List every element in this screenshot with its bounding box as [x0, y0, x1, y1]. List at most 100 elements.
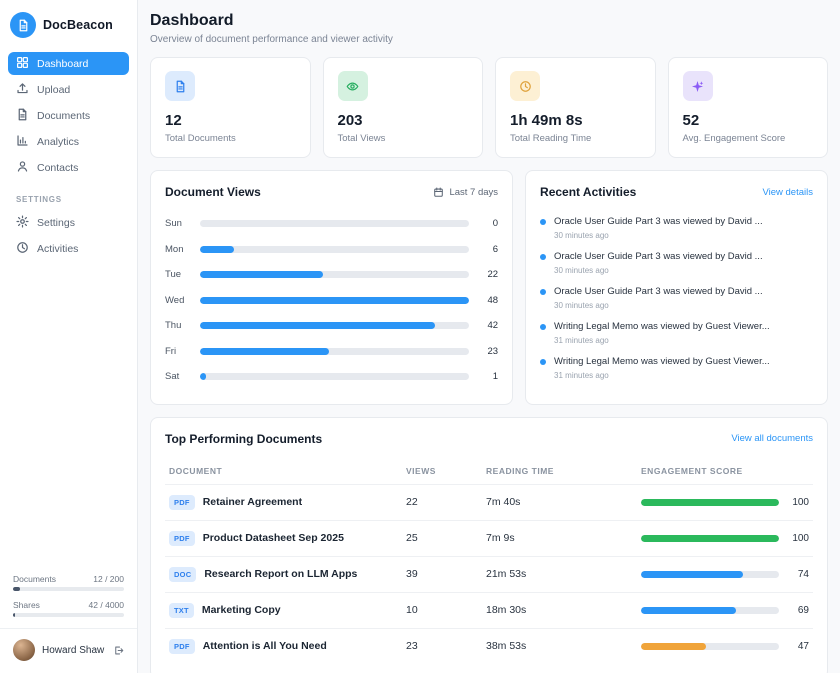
- sidebar-item-label: Analytics: [37, 135, 80, 148]
- chart-category-label: Sat: [165, 371, 180, 383]
- dashboard-icon: [16, 56, 29, 72]
- bullet-dot-icon: [540, 359, 547, 365]
- sidebar-item-analytics[interactable]: Analytics: [8, 130, 129, 153]
- usage-documents-meter: [13, 587, 124, 591]
- page-header: Dashboard Overview of document performan…: [150, 12, 828, 45]
- panel-title: Recent Activities: [540, 185, 637, 199]
- chart-bar-track: [200, 322, 470, 330]
- engagement-score-cell: 47: [641, 641, 809, 652]
- sidebar-item-documents[interactable]: Documents: [8, 104, 129, 127]
- table-row[interactable]: DOC Research Report on LLM Apps 39 21m 5…: [165, 555, 813, 592]
- chart-row: Wed 48: [165, 288, 498, 314]
- view-details-link[interactable]: View details: [762, 186, 813, 198]
- document-icon: [165, 71, 195, 101]
- list-item[interactable]: Oracle User Guide Part 3 was viewed by D…: [540, 211, 813, 246]
- chart-bar: [200, 347, 329, 355]
- chart-value: 1: [492, 371, 499, 383]
- list-item[interactable]: Writing Legal Memo was viewed by Guest V…: [540, 351, 813, 386]
- activity-text: Writing Legal Memo was viewed by Guest V…: [554, 321, 770, 332]
- score-bar: [641, 498, 779, 506]
- stat-label: Total Reading Time: [510, 133, 592, 144]
- documents-table: DOCUMENT VIEWS READING TIME ENGAGEMENT S…: [165, 458, 813, 664]
- settings-section-heading: SETTINGS: [16, 195, 62, 204]
- logout-icon[interactable]: [113, 645, 124, 656]
- stat-card-reading-time: 1h 49m 8s Total Reading Time: [495, 57, 656, 158]
- chart-row: Mon 6: [165, 237, 498, 263]
- usage-shares: Shares 42 / 4000: [13, 600, 124, 617]
- user-row: Howard Shaw: [0, 628, 137, 663]
- list-item[interactable]: Writing Legal Memo was viewed by Guest V…: [540, 316, 813, 351]
- reading-time-cell: 38m 53s: [486, 640, 527, 652]
- sidebar-item-contacts[interactable]: Contacts: [8, 156, 129, 179]
- upload-icon: [16, 82, 29, 98]
- stat-cards: 12 Total Documents 203 Total Views 1h 49…: [150, 57, 828, 158]
- date-range-filter[interactable]: Last 7 days: [433, 187, 498, 198]
- sidebar-settings-nav: Settings Activities: [0, 211, 137, 260]
- document-name: Research Report on LLM Apps: [204, 568, 358, 580]
- sidebar-nav: Dashboard Upload Documents Analytics Con…: [0, 52, 137, 179]
- clock-icon: [510, 71, 540, 101]
- table-header-row: DOCUMENT VIEWS READING TIME ENGAGEMENT S…: [165, 458, 813, 484]
- stat-card-total-views: 203 Total Views: [322, 57, 483, 158]
- eye-icon: [337, 71, 368, 101]
- engagement-score-cell: 69: [641, 605, 809, 616]
- usage-shares-fill: [13, 613, 16, 617]
- list-item[interactable]: Oracle User Guide Part 3 was viewed by D…: [540, 281, 813, 316]
- document-icon: [16, 108, 29, 124]
- date-range-label: Last 7 days: [449, 186, 499, 198]
- score-bar-track: [641, 534, 779, 542]
- page-title: Dashboard: [150, 12, 234, 29]
- chart-value: 6: [492, 243, 499, 255]
- views-cell: 22: [406, 496, 418, 508]
- chart-bar-track: [200, 271, 470, 279]
- panel-title: Document Views: [165, 185, 261, 199]
- chart-value: 22: [487, 269, 499, 281]
- list-item[interactable]: Oracle User Guide Part 3 was viewed by D…: [540, 246, 813, 281]
- chart-category-label: Thu: [165, 320, 182, 332]
- sidebar-item-label: Contacts: [37, 161, 79, 174]
- activity-time: 30 minutes ago: [554, 231, 609, 240]
- avatar[interactable]: [13, 639, 35, 661]
- stat-label: Total Documents: [165, 133, 236, 144]
- document-name: Retainer Agreement: [202, 496, 303, 508]
- activity-text: Oracle User Guide Part 3 was viewed by D…: [554, 286, 763, 297]
- chart-bar: [200, 296, 470, 304]
- chart-bar-track: [200, 373, 470, 381]
- reading-time-cell: 21m 53s: [486, 568, 527, 580]
- document-views-panel: Document Views Last 7 days Sun 0 Mon 6: [150, 170, 514, 405]
- table-row[interactable]: TXT Marketing Copy 10 18m 30s 69: [165, 591, 813, 628]
- view-all-documents-link[interactable]: View all documents: [731, 433, 813, 444]
- chart-bar: [200, 245, 234, 253]
- sidebar-item-settings[interactable]: Settings: [8, 211, 129, 234]
- table-row[interactable]: PDF Attention is All You Need 23 38m 53s…: [165, 627, 813, 664]
- column-header: DOCUMENT: [169, 465, 223, 476]
- chart-row: Sun 0: [165, 211, 498, 237]
- sidebar-item-activities[interactable]: Activities: [8, 237, 129, 260]
- page-subtitle: Overview of document performance and vie…: [150, 34, 393, 45]
- analytics-icon: [16, 134, 29, 150]
- activity-list: Oracle User Guide Part 3 was viewed by D…: [540, 211, 813, 386]
- docbeacon-logo-icon: [10, 12, 36, 38]
- sidebar-item-dashboard[interactable]: Dashboard: [8, 52, 129, 75]
- file-type-badge: PDF: [169, 494, 195, 510]
- chart-value: 0: [492, 218, 499, 230]
- chart-category-label: Fri: [165, 345, 177, 357]
- stat-card-engagement-score: 52 Avg. Engagement Score: [667, 57, 828, 158]
- sidebar-item-label: Dashboard: [37, 57, 89, 70]
- chart-category-label: Mon: [165, 243, 184, 255]
- chart-category-label: Tue: [165, 269, 182, 281]
- sidebar-item-upload[interactable]: Upload: [8, 78, 129, 101]
- usage-label: Documents: [13, 574, 56, 584]
- activity-time: 30 minutes ago: [554, 266, 609, 275]
- table-row[interactable]: PDF Retainer Agreement 22 7m 40s 100: [165, 483, 813, 520]
- table-row[interactable]: PDF Product Datasheet Sep 2025 25 7m 9s …: [165, 519, 813, 556]
- usage-documents-fill: [13, 587, 20, 591]
- document-name: Product Datasheet Sep 2025: [202, 532, 344, 544]
- sidebar: DocBeacon Dashboard Upload Documents Ana…: [0, 0, 138, 673]
- panel-title: Top Performing Documents: [165, 431, 323, 446]
- bullet-dot-icon: [540, 289, 547, 295]
- column-header: READING TIME: [486, 465, 554, 476]
- bullet-dot-icon: [540, 324, 547, 330]
- activity-time: 31 minutes ago: [554, 371, 609, 380]
- chart-value: 48: [487, 294, 499, 306]
